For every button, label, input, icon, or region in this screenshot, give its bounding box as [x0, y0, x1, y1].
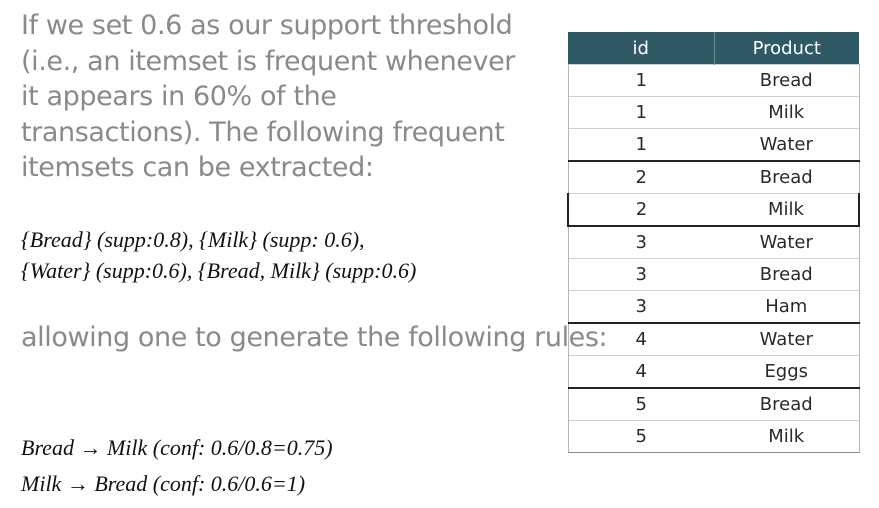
table-row: 5 Milk	[567, 420, 860, 453]
table-header-row: id Product	[568, 32, 859, 65]
cell-product: Bread	[714, 387, 860, 421]
table-row: 2 Bread	[567, 160, 860, 194]
table-row: 3 Bread	[567, 258, 860, 291]
table-row: 1 Milk	[567, 96, 860, 129]
cell-product: Water	[714, 225, 860, 259]
rule-line: Bread → Milk (conf: 0.6/0.8=0.75)	[21, 435, 333, 460]
cell-product: Bread	[714, 64, 860, 97]
cell-id: 5	[567, 420, 714, 453]
cell-id: 2	[567, 160, 714, 194]
cell-product: Milk	[714, 420, 860, 453]
frequent-itemsets: {Bread} (supp:0.8), {Milk} (supp: 0.6), …	[21, 224, 416, 286]
table-row: 4 Eggs	[567, 355, 860, 388]
intro-paragraph: If we set 0.6 as our support threshold (…	[21, 10, 516, 183]
table-row: 3 Water	[567, 225, 860, 259]
cell-product: Milk	[714, 193, 860, 227]
table-row: 1 Water	[567, 128, 860, 161]
cell-id: 1	[567, 96, 714, 129]
cell-product: Bread	[714, 160, 860, 194]
cell-product: Milk	[714, 96, 860, 129]
association-rules: Bread → Milk (conf: 0.6/0.8=0.75) Milk →…	[21, 430, 333, 502]
cell-id: 4	[567, 322, 714, 356]
cell-id: 3	[567, 225, 714, 259]
itemsets-line: {Water} (supp:0.6), {Bread, Milk} (supp:…	[21, 258, 417, 283]
table-row: 4 Water	[567, 322, 860, 356]
cell-id: 2	[567, 193, 714, 227]
itemsets-line: {Bread} (supp:0.8), {Milk} (supp: 0.6),	[21, 227, 365, 252]
column-header-product: Product	[714, 32, 859, 65]
transactions-table: id Product 1 Bread 1 Milk 1 Water 2 Brea…	[567, 32, 860, 453]
cell-id: 3	[567, 290, 714, 323]
cell-product: Ham	[714, 290, 860, 323]
cell-id: 3	[567, 258, 714, 291]
table-row: 1 Bread	[567, 64, 860, 97]
rule-line: Milk → Bread (conf: 0.6/0.6=1)	[21, 471, 306, 496]
table-row: 5 Bread	[567, 387, 860, 421]
column-header-id: id	[568, 32, 715, 65]
table-row: 2 Milk	[567, 193, 860, 227]
cell-product: Bread	[714, 258, 860, 291]
cell-product: Eggs	[714, 355, 860, 388]
cell-id: 5	[567, 387, 714, 421]
cell-product: Water	[714, 128, 860, 161]
cell-product: Water	[714, 322, 860, 356]
cell-id: 1	[567, 64, 714, 97]
cell-id: 4	[567, 355, 714, 388]
table-row: 3 Ham	[567, 290, 860, 323]
cell-id: 1	[567, 128, 714, 161]
rules-intro-paragraph: allowing one to generate the following r…	[21, 322, 608, 353]
